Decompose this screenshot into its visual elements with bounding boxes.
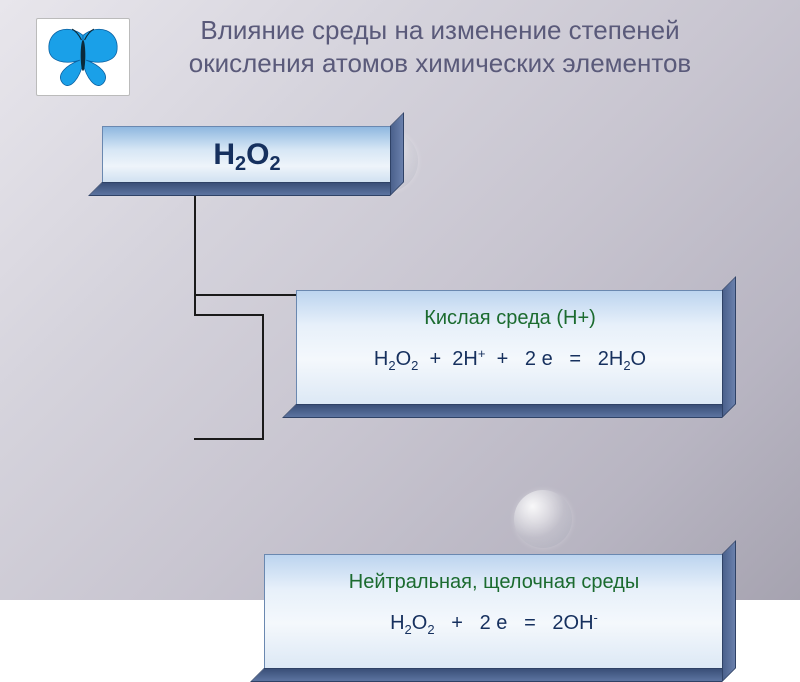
- acid-equation: H2O2 + 2H+ + 2 e = 2H2O: [307, 348, 713, 371]
- acid-environment-box: Кислая среда (H+) H2O2 + 2H+ + 2 e = 2H2…: [296, 290, 724, 406]
- connector-line: [194, 294, 296, 296]
- compound-box: H2O2: [102, 126, 392, 184]
- connector-line: [194, 186, 196, 316]
- slide-title: Влияние среды на изменение степеней окис…: [160, 14, 720, 79]
- decorative-bubble: [514, 490, 572, 548]
- connector-line: [194, 314, 264, 316]
- neutral-environment-box: Нейтральная, щелочная среды H2O2 + 2 e =…: [264, 554, 724, 670]
- compound-formula: H2O2: [213, 138, 280, 172]
- slide: Влияние среды на изменение степеней окис…: [0, 0, 800, 600]
- butterfly-icon: [44, 26, 122, 88]
- connector-line: [262, 314, 264, 440]
- acid-label: Кислая среда (H+): [307, 307, 713, 330]
- connector-line: [194, 438, 264, 440]
- butterfly-image: [36, 18, 130, 96]
- neutral-label: Нейтральная, щелочная среды: [275, 571, 713, 594]
- neutral-equation: H2O2 + 2 e = 2OH-: [275, 612, 713, 635]
